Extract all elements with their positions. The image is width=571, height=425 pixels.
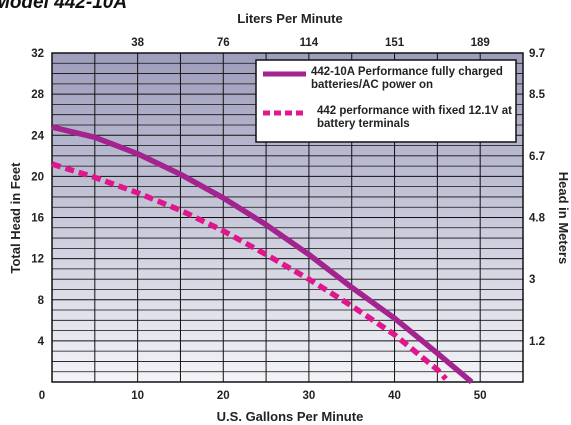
y-axis-label: Total Head in Feet [8,162,23,274]
x-tick-label: 20 [217,390,230,402]
x2-axis-label: Liters Per Minute [237,11,342,26]
y-tick-label: 32 [31,48,44,60]
tick-labels: 0 10 20 30 40 50 4 8 12 16 20 24 28 32 38 76 114 151 189 1.… [31,37,545,402]
y2-tick-label: 9.7 [529,48,545,60]
x2-tick-label: 76 [217,37,230,49]
x-tick-label: 10 [131,390,144,402]
legend-label-solid: 442-10A Performance fully charged batter… [311,66,503,91]
y2-tick-label: 4.8 [529,213,546,225]
y2-tick-label: 6.7 [529,151,545,163]
x2-tick-label: 114 [300,37,319,49]
x2-tick-label: 189 [471,37,490,49]
y-tick-label: 28 [31,89,44,101]
x2-tick-label: 151 [385,37,405,49]
y-tick-label: 16 [31,213,44,225]
y2-axis-label: Head in Meters [556,172,571,264]
series-lines [51,124,474,385]
y-tick-label: 12 [31,254,44,266]
y-tick-label: 8 [38,295,45,307]
y-tick-label: 20 [31,171,44,183]
legend: 442-10A Performance fully charged batter… [255,59,517,143]
x-tick-label: 30 [303,390,316,402]
y-tick-label: 4 [38,336,45,348]
series-line-fixed-12v [51,161,448,381]
x-axis-label: U.S. Gallons Per Minute [217,409,364,424]
grid [52,53,523,382]
series-line-fully-charged [51,124,474,385]
x2-tick-label: 38 [131,37,144,49]
chart-title: Model 442-10A [0,0,128,13]
x-tick-label: 0 [39,390,45,402]
y2-tick-label: 1.2 [529,336,545,348]
y2-tick-label: 3 [529,274,535,286]
y2-tick-label: 8.5 [529,89,546,101]
legend-label-dashed: 442 performance with fixed 12.1V at batt… [317,105,512,130]
y-tick-label: 24 [31,130,44,142]
x-tick-label: 50 [474,390,487,402]
x-tick-label: 40 [388,390,401,402]
